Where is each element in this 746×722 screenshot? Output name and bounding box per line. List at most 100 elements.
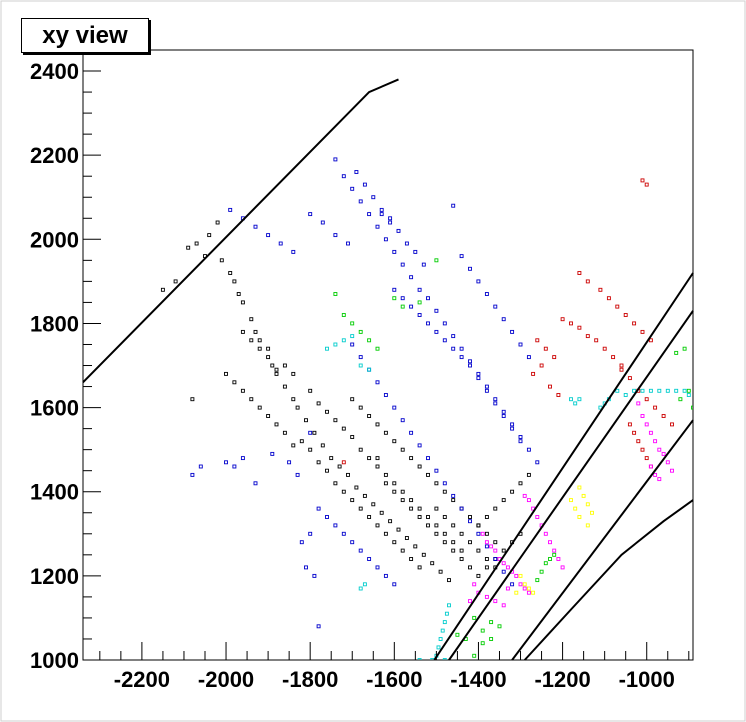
data-point bbox=[409, 557, 414, 561]
data-point bbox=[341, 460, 346, 465]
data-point bbox=[484, 388, 489, 393]
data-point bbox=[442, 540, 447, 545]
data-point bbox=[640, 447, 645, 452]
data-point bbox=[249, 397, 254, 402]
data-point bbox=[304, 565, 308, 570]
data-point bbox=[535, 460, 540, 465]
data-point bbox=[531, 590, 536, 595]
data-point bbox=[493, 397, 498, 402]
data-point bbox=[489, 637, 494, 641]
data-point bbox=[426, 296, 430, 301]
boundary-line-1 bbox=[82, 78, 399, 384]
data-point bbox=[644, 182, 649, 187]
data-point bbox=[379, 510, 384, 515]
data-point bbox=[518, 481, 523, 486]
data-point bbox=[417, 565, 422, 570]
data-point bbox=[548, 384, 552, 389]
y-tick-label: 1200 bbox=[30, 564, 79, 589]
data-point bbox=[484, 515, 489, 519]
data-point bbox=[358, 199, 363, 204]
data-point bbox=[505, 565, 510, 570]
data-point bbox=[585, 502, 590, 507]
data-point bbox=[476, 523, 481, 528]
data-point bbox=[526, 447, 531, 452]
data-point bbox=[615, 304, 620, 309]
data-point bbox=[526, 472, 531, 477]
data-point bbox=[484, 594, 489, 599]
data-point bbox=[417, 443, 422, 448]
data-point bbox=[543, 346, 548, 351]
data-point bbox=[358, 363, 363, 368]
data-point bbox=[400, 418, 405, 423]
data-point bbox=[325, 409, 329, 414]
data-point bbox=[661, 414, 666, 418]
data-point bbox=[228, 271, 233, 275]
data-point bbox=[682, 388, 687, 393]
data-point bbox=[232, 380, 237, 385]
data-point bbox=[615, 388, 620, 393]
data-point bbox=[585, 334, 590, 339]
data-point bbox=[173, 279, 178, 284]
data-point bbox=[447, 578, 451, 583]
data-point bbox=[442, 658, 447, 660]
data-point bbox=[266, 414, 271, 418]
data-point bbox=[392, 439, 397, 444]
data-point bbox=[240, 300, 245, 305]
data-point bbox=[388, 220, 393, 225]
data-point bbox=[346, 241, 350, 246]
data-point bbox=[510, 582, 515, 587]
data-point bbox=[400, 304, 405, 309]
data-point bbox=[518, 573, 523, 578]
data-point bbox=[341, 174, 346, 179]
data-point bbox=[434, 523, 439, 528]
data-point bbox=[282, 363, 287, 368]
data-point bbox=[484, 557, 489, 561]
x-tick-label: -1000 bbox=[619, 667, 675, 692]
data-point bbox=[383, 237, 388, 242]
data-point bbox=[295, 472, 300, 477]
data-point bbox=[274, 371, 279, 376]
data-point bbox=[535, 578, 540, 583]
data-point bbox=[674, 350, 679, 355]
data-point bbox=[526, 498, 531, 503]
data-point bbox=[325, 346, 329, 351]
boundary-line-4 bbox=[511, 419, 694, 661]
data-point bbox=[417, 506, 422, 511]
y-tick-label: 1000 bbox=[30, 648, 79, 673]
data-point bbox=[468, 540, 472, 545]
data-point bbox=[691, 405, 693, 410]
data-point bbox=[333, 157, 338, 162]
data-point bbox=[569, 397, 573, 402]
data-point bbox=[577, 271, 582, 275]
data-point bbox=[430, 561, 435, 566]
data-point bbox=[484, 540, 489, 545]
data-point bbox=[329, 456, 334, 461]
data-point bbox=[522, 586, 527, 591]
data-point bbox=[472, 653, 477, 658]
data-point bbox=[501, 548, 506, 553]
data-point bbox=[274, 367, 279, 372]
data-point bbox=[337, 464, 342, 469]
data-point bbox=[489, 544, 494, 549]
data-point bbox=[417, 658, 422, 660]
data-point bbox=[493, 548, 498, 553]
data-point bbox=[539, 363, 544, 368]
data-point bbox=[190, 397, 195, 402]
data-point bbox=[308, 388, 313, 393]
data-point bbox=[316, 506, 321, 511]
data-point bbox=[468, 266, 472, 271]
data-point bbox=[451, 540, 456, 545]
data-point bbox=[442, 321, 447, 326]
data-point bbox=[459, 531, 464, 536]
data-point bbox=[657, 388, 662, 393]
data-point bbox=[678, 397, 683, 402]
data-point bbox=[194, 241, 199, 246]
data-point bbox=[480, 531, 485, 536]
data-point bbox=[468, 359, 472, 364]
data-point bbox=[312, 573, 317, 578]
data-point bbox=[362, 182, 367, 187]
data-point bbox=[392, 249, 397, 254]
data-point bbox=[400, 296, 405, 301]
data-point bbox=[442, 481, 447, 486]
